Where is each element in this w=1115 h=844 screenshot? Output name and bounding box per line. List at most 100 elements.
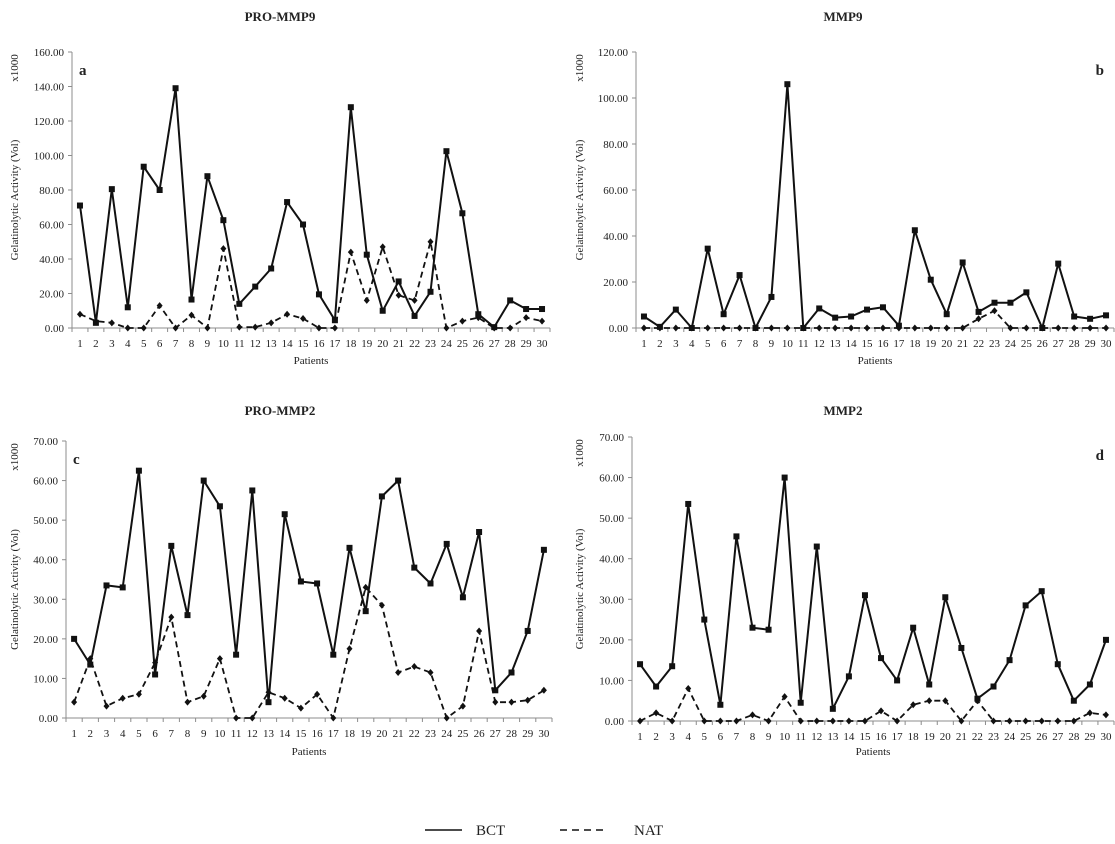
data-point-bct [168,542,175,549]
data-point-bct [861,592,868,599]
x-tick-label: 27 [490,728,502,740]
data-point-nat [443,714,450,722]
data-point-bct [752,325,759,331]
x-tick-label: 20 [940,731,952,743]
data-point-bct [1086,681,1093,688]
data-point-nat [492,698,499,706]
x-tick-label: 22 [973,338,984,350]
x-tick-label: 3 [109,338,115,350]
data-point-bct [927,276,934,283]
data-point-nat [813,717,820,725]
data-point-bct [926,681,933,688]
data-point-bct [140,163,147,170]
data-point-nat [1023,324,1030,332]
x-tick-label: 17 [329,338,341,350]
x-tick-label: 12 [811,731,822,743]
x-tick-label: 8 [750,731,756,743]
data-point-nat [797,717,804,725]
y-tick-label: 140.00 [34,82,65,94]
data-point-nat [1087,324,1094,332]
data-point-bct [895,322,902,329]
series-line-bct [639,476,1107,710]
y-axis-multiplier: x1000 [574,54,586,82]
data-point-bct [1071,313,1078,320]
data-point-nat [768,324,775,332]
data-point-bct [124,304,131,311]
y-tick-label: 20.00 [39,289,64,301]
x-tick-label: 13 [266,338,278,350]
x-tick-label: 6 [157,338,163,350]
data-point-nat [378,601,385,609]
panel-letter: d [1096,448,1105,464]
data-point-nat [943,324,950,332]
x-tick-label: 15 [295,728,307,740]
data-point-nat [894,717,901,725]
x-tick-label: 16 [312,728,324,740]
data-point-nat [1102,711,1109,719]
x-tick-label: 4 [689,338,695,350]
y-axis-multiplier: x1000 [9,54,21,82]
data-point-bct [975,308,982,315]
data-point-nat [476,627,483,635]
x-tick-label: 23 [425,728,437,740]
data-point-nat [704,324,711,332]
data-point-bct [249,487,256,494]
data-point-nat [1086,709,1093,717]
data-point-nat [411,296,418,304]
x-tick-label: 17 [893,338,905,350]
y-axis-label: Gelatinolytic Activity (Vol) [9,139,21,260]
x-tick-label: 27 [489,338,501,350]
data-point-bct [800,325,807,331]
data-point-bct [427,580,434,587]
x-tick-label: 7 [737,338,743,350]
data-point-nat [395,291,402,299]
data-point-bct [1070,697,1077,704]
x-tick-label: 8 [753,338,759,350]
data-point-bct [443,148,450,155]
data-point-bct [637,661,644,668]
x-tick-label: 26 [1037,338,1049,350]
data-point-nat [188,311,195,319]
data-point-bct [1087,315,1094,322]
x-tick-label: 24 [441,728,453,740]
x-tick-label: 2 [88,728,94,740]
data-point-nat [1054,717,1061,725]
x-tick-label: 13 [830,338,842,350]
data-point-bct [475,311,482,318]
x-tick-label: 29 [522,728,534,740]
data-point-nat [640,324,647,332]
chart-panel-a: PRO-MMP9 Gelatinolytic Activity (Vol) x100… [9,9,551,367]
x-tick-label: 12 [247,728,258,740]
data-point-nat [204,324,211,332]
data-point-bct [119,584,126,591]
data-point-bct [864,306,871,313]
x-tick-label: 15 [862,338,874,350]
x-tick-label: 23 [425,338,437,350]
series-line-nat [79,240,543,329]
series-line-nat [73,586,545,719]
data-point-bct [315,291,322,298]
x-tick-label: 21 [956,731,967,743]
x-tick-label: 28 [1068,731,1080,743]
data-point-bct [701,616,708,623]
x-tick-label: 4 [125,338,131,350]
data-point-nat [220,245,227,253]
data-point-nat [459,317,466,325]
data-point-bct [704,245,711,252]
data-point-bct [216,503,223,510]
data-point-nat [1103,324,1110,332]
data-point-nat [991,307,998,315]
x-tick-label: 11 [231,728,242,740]
data-point-bct [507,297,514,304]
y-tick-label: 0.00 [609,323,629,335]
data-point-nat [1038,717,1045,725]
x-tick-label: 9 [201,728,207,740]
data-point-bct [672,306,679,313]
x-tick-label: 30 [538,728,550,740]
data-point-nat [119,694,126,702]
chart-title: MMP2 [824,403,863,418]
x-tick-label: 4 [685,731,691,743]
x-tick-label: 3 [669,731,675,743]
y-tick-label: 70.00 [599,432,624,444]
panel-letter: a [79,63,87,79]
